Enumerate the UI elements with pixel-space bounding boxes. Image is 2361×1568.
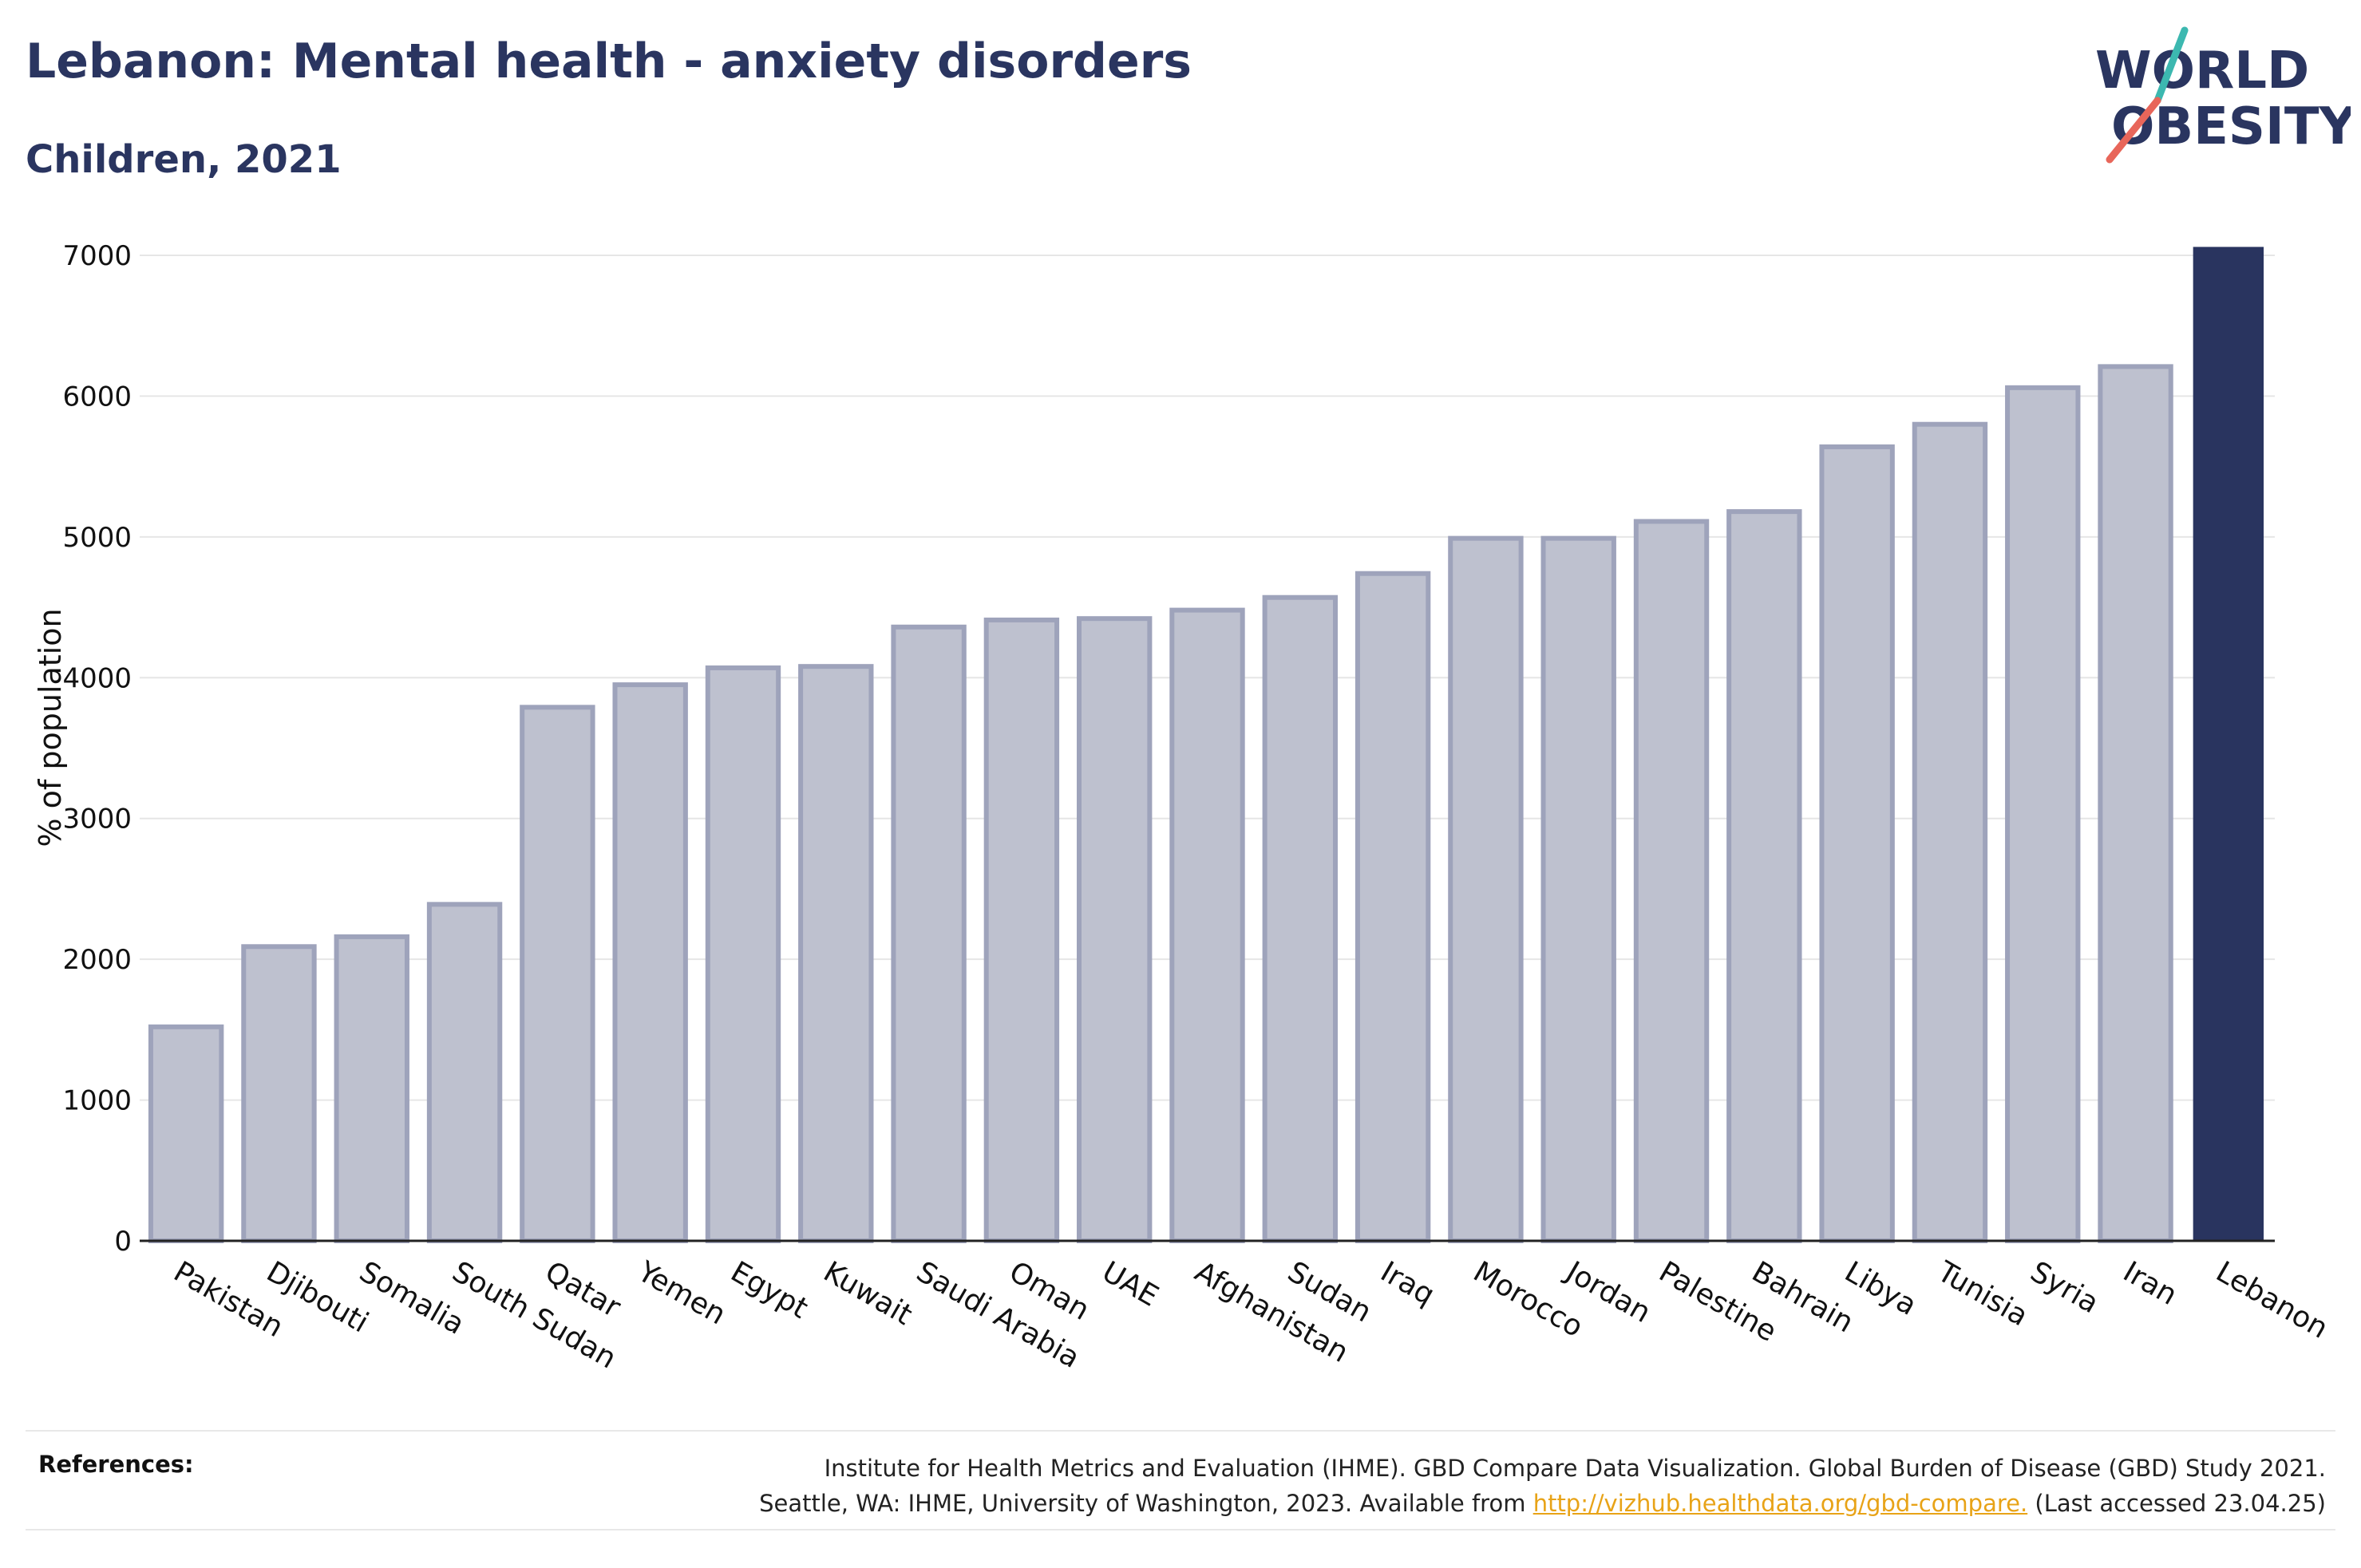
bars: [148, 247, 2264, 1244]
logo-accent-teal: [2153, 26, 2189, 105]
x-tick-label: Yemen: [631, 1255, 731, 1332]
y-tick-label: 3000: [62, 804, 132, 835]
y-tick-label: 2000: [62, 944, 132, 976]
y-tick-label: 5000: [62, 522, 132, 554]
bar-south-sudan: [426, 902, 503, 1243]
logo-text-world: WORLD: [2095, 41, 2309, 101]
bar-afghanistan: [1169, 607, 1245, 1243]
x-tick-label: Iran: [2118, 1255, 2182, 1312]
bar-egypt: [705, 665, 781, 1243]
bar-syria: [2005, 385, 2081, 1243]
chart-subtitle: Children, 2021: [26, 137, 342, 182]
bar-bahrain: [1726, 509, 1802, 1243]
references-panel: References: Institute for Health Metrics…: [26, 1430, 2335, 1530]
logo-accent-coral: [2106, 97, 2161, 164]
x-tick-label: Iraq: [1375, 1255, 1440, 1312]
bar-yemen: [612, 682, 688, 1243]
bar-saudi-arabia: [891, 624, 967, 1243]
x-tick-label: Lebanon: [2210, 1255, 2333, 1345]
bar-tunisia: [1912, 421, 1988, 1243]
y-axis-title: % of population: [33, 608, 68, 847]
y-tick-label: 0: [114, 1226, 132, 1258]
world-obesity-logo: WORLD OBESITY: [2095, 26, 2351, 164]
chart-title: Lebanon: Mental health - anxiety disorde…: [26, 34, 1192, 89]
x-tick-label: UAE: [1097, 1255, 1164, 1313]
bar-somalia: [334, 934, 409, 1244]
bar-morocco: [1448, 535, 1524, 1243]
x-tick-label: Syria: [2025, 1255, 2104, 1320]
bar-jordan: [1540, 535, 1616, 1243]
bar-chart: 01000200030004000500060007000PakistanDji…: [33, 240, 2333, 1376]
bar-qatar: [520, 705, 595, 1243]
y-tick-label: 7000: [62, 240, 132, 272]
bar-djibouti: [241, 944, 317, 1243]
bar-pakistan: [148, 1024, 224, 1244]
bar-iraq: [1355, 571, 1431, 1243]
bar-palestine: [1633, 519, 1710, 1243]
x-tick-label: Tunisia: [1932, 1255, 2034, 1333]
bar-lebanon: [2193, 247, 2264, 1241]
x-tick-label: Somalia: [354, 1255, 469, 1341]
y-tick-label: 4000: [62, 662, 132, 694]
references-label: References:: [38, 1451, 194, 1478]
references-text: Institute for Health Metrics and Evaluat…: [759, 1451, 2326, 1521]
references-line-2-prefix: Seattle, WA: IHME, University of Washing…: [759, 1490, 1533, 1517]
x-tick-label: Kuwait: [818, 1255, 918, 1332]
x-tick-label: Egypt: [725, 1255, 813, 1325]
references-link[interactable]: http://vizhub.healthdata.org/gbd-compare…: [1532, 1490, 2028, 1517]
y-tick-label: 6000: [62, 381, 132, 413]
bar-oman: [983, 617, 1060, 1243]
bar-uae: [1077, 616, 1153, 1243]
y-tick-label: 1000: [62, 1085, 132, 1117]
references-line-2: Seattle, WA: IHME, University of Washing…: [759, 1486, 2326, 1521]
references-line-1: Institute for Health Metrics and Evaluat…: [824, 1455, 2326, 1482]
references-line-2-suffix: (Last accessed 23.04.25): [2027, 1490, 2326, 1517]
bar-iran: [2098, 364, 2173, 1244]
bar-sudan: [1262, 594, 1338, 1243]
bar-libya: [1819, 444, 1895, 1243]
bar-kuwait: [798, 664, 874, 1243]
